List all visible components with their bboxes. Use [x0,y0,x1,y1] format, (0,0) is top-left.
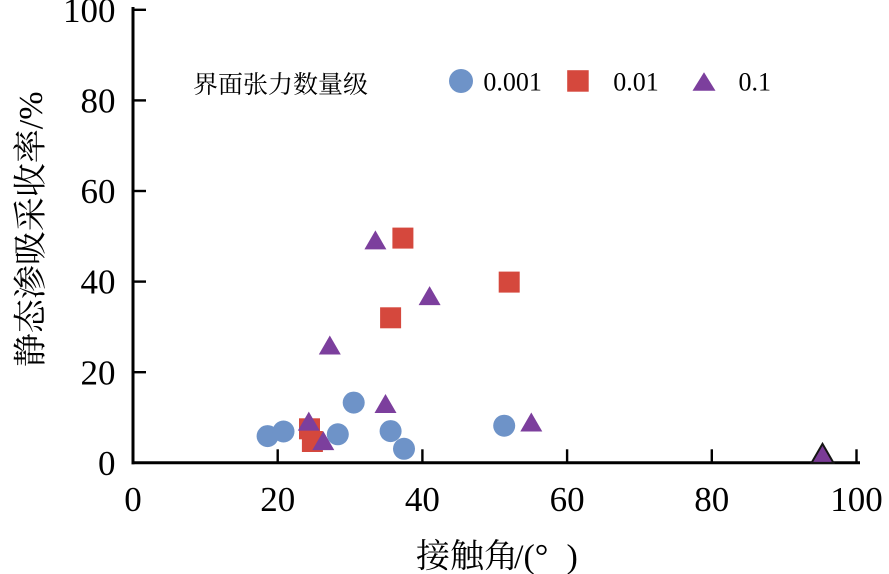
svg-text:0: 0 [98,444,116,483]
svg-text:60: 60 [550,480,585,519]
svg-text:/%: /% [13,91,50,129]
svg-text:20: 20 [260,480,295,519]
svg-text:100: 100 [63,0,116,30]
svg-text:0.01: 0.01 [613,68,659,97]
svg-text:): ) [567,539,578,574]
svg-text:80: 80 [694,480,729,519]
svg-text:/(°: /(° [514,539,548,574]
svg-text:40: 40 [405,480,440,519]
svg-text:80: 80 [81,82,116,121]
svg-text:60: 60 [81,172,116,211]
svg-text:0.1: 0.1 [739,68,772,97]
svg-text:40: 40 [81,263,116,302]
svg-text:0.001: 0.001 [483,68,542,97]
svg-text:0: 0 [124,480,142,519]
svg-text:100: 100 [830,480,883,519]
svg-text:20: 20 [81,353,116,392]
